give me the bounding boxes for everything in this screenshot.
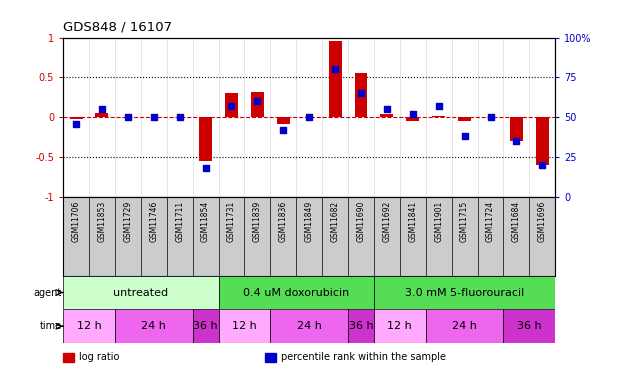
- Point: [511, 138, 521, 144]
- Bar: [95, 113, 109, 117]
- Text: GSM11836: GSM11836: [279, 201, 288, 242]
- Point: [485, 114, 495, 120]
- Bar: [380, 114, 393, 117]
- Text: GSM11696: GSM11696: [538, 201, 547, 242]
- Text: untreated: untreated: [113, 288, 168, 297]
- Text: GSM11901: GSM11901: [434, 201, 443, 242]
- Bar: [192, 309, 218, 343]
- Point: [97, 106, 107, 112]
- Text: time: time: [40, 321, 62, 331]
- Bar: [115, 309, 192, 343]
- Text: 36 h: 36 h: [193, 321, 218, 331]
- Point: [537, 162, 547, 168]
- Point: [71, 121, 81, 127]
- Point: [252, 98, 262, 104]
- Text: GSM11841: GSM11841: [408, 201, 417, 242]
- Point: [382, 106, 392, 112]
- Bar: [374, 276, 555, 309]
- Bar: [536, 117, 549, 165]
- Text: 12 h: 12 h: [76, 321, 102, 331]
- Text: GSM11854: GSM11854: [201, 201, 210, 242]
- Text: GSM11724: GSM11724: [486, 201, 495, 242]
- Point: [201, 165, 211, 171]
- Text: GSM11711: GSM11711: [175, 201, 184, 242]
- Point: [304, 114, 314, 120]
- Bar: [458, 117, 471, 121]
- Point: [278, 127, 288, 133]
- Text: 12 h: 12 h: [232, 321, 257, 331]
- Text: GSM11853: GSM11853: [97, 201, 107, 242]
- Point: [459, 134, 469, 140]
- Point: [227, 103, 237, 109]
- Text: 36 h: 36 h: [349, 321, 374, 331]
- Bar: [432, 116, 445, 117]
- Text: GSM11729: GSM11729: [124, 201, 133, 242]
- Bar: [63, 309, 115, 343]
- Text: 3.0 mM 5-fluorouracil: 3.0 mM 5-fluorouracil: [405, 288, 524, 297]
- Text: GDS848 / 16107: GDS848 / 16107: [63, 21, 172, 34]
- Text: GSM11690: GSM11690: [357, 201, 365, 242]
- Bar: [277, 117, 290, 124]
- Text: 24 h: 24 h: [297, 321, 322, 331]
- Bar: [329, 42, 341, 117]
- Bar: [225, 93, 238, 117]
- Text: 0.4 uM doxorubicin: 0.4 uM doxorubicin: [243, 288, 350, 297]
- Bar: [69, 117, 83, 119]
- Text: agent: agent: [33, 288, 62, 297]
- Point: [356, 90, 366, 96]
- Point: [408, 111, 418, 117]
- Bar: [251, 93, 264, 117]
- Text: log ratio: log ratio: [79, 352, 119, 362]
- Text: GSM11839: GSM11839: [253, 201, 262, 242]
- Text: GSM11731: GSM11731: [227, 201, 236, 242]
- Text: GSM11692: GSM11692: [382, 201, 391, 242]
- Bar: [406, 117, 419, 121]
- Text: 24 h: 24 h: [141, 321, 166, 331]
- Text: GSM11706: GSM11706: [71, 201, 81, 242]
- Bar: [199, 117, 212, 161]
- Text: GSM11746: GSM11746: [150, 201, 158, 242]
- Point: [330, 66, 340, 72]
- Text: GSM11684: GSM11684: [512, 201, 521, 242]
- Point: [433, 103, 444, 109]
- Bar: [63, 276, 218, 309]
- Bar: [355, 74, 367, 117]
- Text: 36 h: 36 h: [517, 321, 541, 331]
- Text: percentile rank within the sample: percentile rank within the sample: [281, 352, 445, 362]
- Text: GSM11849: GSM11849: [305, 201, 314, 242]
- Text: 12 h: 12 h: [387, 321, 412, 331]
- Bar: [510, 117, 523, 141]
- Text: GSM11715: GSM11715: [460, 201, 469, 242]
- Bar: [374, 309, 426, 343]
- Point: [149, 114, 159, 120]
- Text: 24 h: 24 h: [452, 321, 477, 331]
- Text: GSM11682: GSM11682: [331, 201, 339, 242]
- Bar: [218, 276, 374, 309]
- Bar: [348, 309, 374, 343]
- Point: [123, 114, 133, 120]
- Bar: [218, 309, 270, 343]
- Bar: [270, 309, 348, 343]
- Bar: [426, 309, 504, 343]
- Bar: [504, 309, 555, 343]
- Point: [175, 114, 185, 120]
